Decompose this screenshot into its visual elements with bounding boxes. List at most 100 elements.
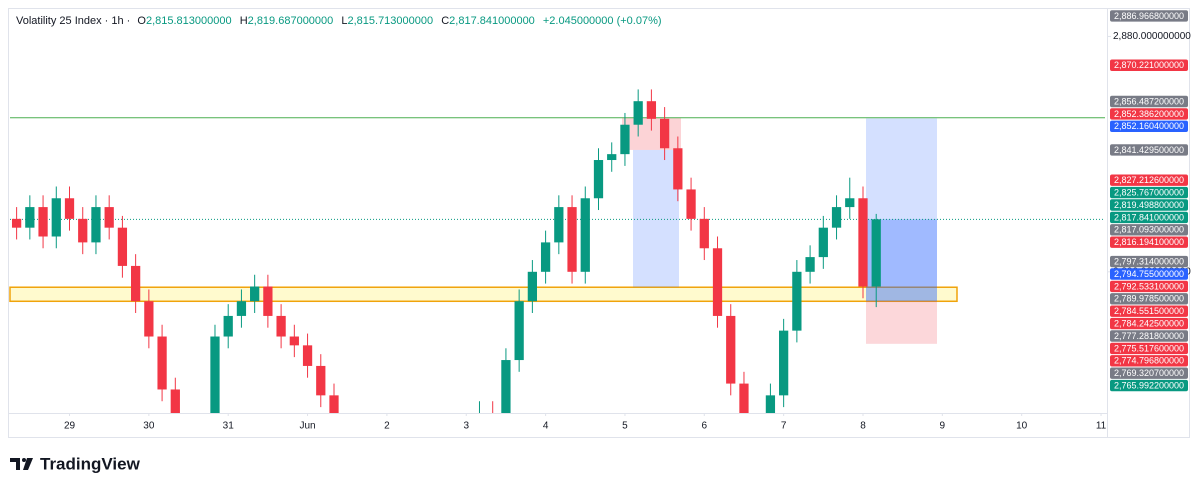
y-tick-label: 2,880.000000000 — [1113, 31, 1191, 42]
candle-body — [659, 118, 670, 149]
price-tag — [1110, 236, 1188, 248]
price-tag — [1110, 317, 1188, 330]
candle-body — [25, 207, 35, 228]
candle-body — [395, 463, 404, 478]
price-tag — [1110, 224, 1188, 236]
price-tag-label: 2,852.160400000 — [1114, 121, 1184, 131]
price-tag — [1110, 305, 1188, 317]
price-tag — [1110, 199, 1188, 211]
candle-body — [104, 207, 114, 228]
candle-body — [567, 207, 577, 272]
l-label: L — [341, 15, 347, 27]
candle-body — [501, 360, 511, 413]
price-tag-label: 2,852.386200000 — [1114, 109, 1184, 119]
candle-body — [620, 124, 630, 155]
candle-body — [527, 271, 538, 302]
price-tag-label: 2,797.314000000 — [1114, 256, 1184, 266]
candle-body — [131, 265, 141, 302]
price-tag-label: 2,784.242500000 — [1114, 318, 1184, 328]
price-tag — [1110, 95, 1188, 108]
h-value: 2,819.687000000 — [248, 15, 334, 27]
candle-body — [607, 154, 617, 161]
price-tag — [1110, 211, 1188, 224]
candle-body — [792, 271, 802, 331]
candle-body — [686, 189, 696, 219]
candle-body — [646, 101, 657, 119]
price-tag — [1110, 255, 1188, 268]
candle-body — [633, 101, 643, 125]
price-tag — [1110, 280, 1188, 293]
x-tick-label: 7 — [781, 421, 787, 432]
x-tick-label: 2 — [384, 421, 390, 432]
price-tag — [1110, 293, 1188, 305]
price-tag-label: 2,870.221000000 — [1114, 60, 1184, 70]
candle-body — [210, 336, 220, 413]
candle-body — [845, 198, 855, 208]
candle-body — [593, 160, 604, 199]
candle-body — [263, 286, 273, 316]
price-tag-label: 2,784.551500000 — [1114, 306, 1184, 316]
candle-body — [858, 198, 868, 287]
price-tag — [1110, 120, 1188, 133]
legend-text: Volatility 25 Index · 1h · O2,815.813000… — [16, 15, 662, 27]
candle-body — [329, 395, 339, 413]
price-tag — [1110, 355, 1188, 367]
logo-mark — [23, 458, 33, 470]
candle-body — [805, 257, 815, 272]
long-stop — [866, 301, 937, 344]
candle-body — [699, 218, 709, 249]
l-value: 2,815.713000000 — [347, 15, 433, 27]
price-tag-label: 2,816.194100000 — [1114, 237, 1184, 247]
candle-body — [250, 286, 260, 302]
candle-body — [276, 315, 286, 337]
x-tick-label: 31 — [223, 421, 235, 432]
candle-body — [51, 198, 61, 237]
chart-frame — [8, 8, 1190, 438]
candle-body — [157, 336, 167, 390]
candles — [11, 89, 881, 478]
candle-body — [765, 395, 776, 413]
x-tick-label: 4 — [543, 421, 549, 432]
logo-mark — [22, 458, 26, 462]
price-tag-label: 2,774.796800000 — [1114, 356, 1184, 366]
candle-body — [11, 218, 22, 228]
price-tag-label: 2,817.093000000 — [1114, 225, 1184, 235]
candle-body — [554, 207, 564, 243]
candle-body — [580, 198, 590, 272]
price-tag-label: 2,775.517600000 — [1114, 343, 1184, 353]
price-tag — [1110, 342, 1188, 355]
price-tag-label: 2,825.767000000 — [1114, 187, 1184, 197]
price-tag — [1110, 144, 1188, 156]
x-tick-label: 10 — [1016, 421, 1028, 432]
candle-body — [223, 315, 233, 337]
candle-body — [316, 365, 326, 396]
candle-body — [144, 301, 154, 337]
candle-body — [38, 207, 48, 237]
candle-body — [673, 148, 683, 190]
x-tick-label: 29 — [64, 421, 76, 432]
candle-body — [726, 315, 736, 384]
candle-body — [831, 207, 842, 228]
x-tick-label: 3 — [463, 421, 469, 432]
candle-body — [409, 454, 418, 463]
candle-body — [540, 242, 551, 272]
brand-logo: TradingView — [10, 454, 141, 473]
candle-body — [712, 248, 723, 316]
price-tag — [1110, 330, 1188, 342]
candle-body — [369, 463, 378, 472]
price-tag — [1110, 108, 1188, 120]
candle-body — [422, 448, 431, 454]
candle-body — [871, 219, 881, 287]
axes: 293031Jun2345678910112,880.0000000002,80… — [64, 10, 1191, 432]
drawings — [9, 117, 1105, 344]
price-tag — [1110, 10, 1188, 22]
brand: TradingView — [40, 454, 141, 473]
candle-body — [514, 301, 524, 361]
candle-body — [91, 207, 101, 243]
price-tag-label: 2,856.487200000 — [1114, 96, 1184, 106]
candle-body — [236, 301, 247, 316]
price-tag-label: 2,777.281800000 — [1114, 331, 1184, 341]
price-tag — [1110, 379, 1188, 392]
candle-body — [356, 448, 365, 463]
